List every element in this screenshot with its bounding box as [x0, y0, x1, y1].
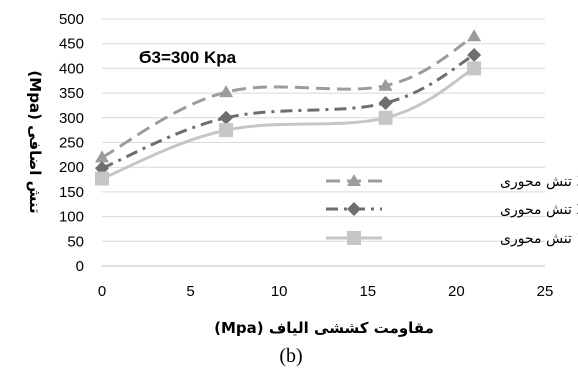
y-tick-label: 350 [59, 85, 84, 102]
data-point [378, 78, 393, 91]
series-3 [95, 61, 482, 186]
data-point [378, 110, 393, 125]
series-group [95, 29, 482, 186]
legend-item: 20% تنش محوری [326, 202, 578, 218]
tick-labels: 0 50 100 150 200 250 300 350 400 450 500 0 5 10 15 20 25 [59, 11, 553, 300]
x-tick-label: 0 [98, 283, 106, 300]
y-tick-label: 400 [59, 60, 84, 77]
data-point [467, 48, 482, 63]
legend-item: 30% تنش محوری [326, 174, 578, 190]
y-tick-label: 50 [67, 233, 84, 250]
data-point [467, 29, 482, 42]
gridlines [102, 18, 545, 242]
y-tick-label: 200 [59, 159, 84, 176]
y-tick-label: 150 [59, 184, 84, 201]
data-point [219, 123, 234, 138]
y-tick-label: 250 [59, 135, 84, 152]
legend-marker [347, 231, 361, 245]
y-tick-label: 300 [59, 110, 84, 127]
figure-caption: (b) [279, 345, 302, 367]
x-tick-label: 20 [448, 283, 465, 300]
sigma3-annotation: Ϭ3=300 Kpa [139, 48, 237, 67]
x-tick-label: 5 [186, 283, 194, 300]
series-line [101, 53, 475, 170]
data-point [95, 171, 109, 186]
x-tick-label: 10 [271, 283, 288, 300]
y-tick-label: 450 [59, 36, 84, 53]
legend-item: 10% تنش محوری [326, 231, 578, 247]
y-tick-label: 0 [76, 258, 84, 275]
legend-marker [347, 174, 361, 186]
x-tick-label: 15 [359, 283, 376, 300]
y-tick-label: 100 [59, 209, 84, 226]
x-axis-title: مقاومت کششی الیاف (Mpa) [214, 319, 434, 337]
x-tick-label: 25 [537, 283, 554, 300]
legend-label: 10% تنش محوری [500, 231, 578, 247]
legend-label: 20% تنش محوری [500, 202, 578, 218]
y-tick-label: 500 [59, 11, 84, 28]
data-point [467, 61, 482, 76]
legend-marker [347, 202, 361, 216]
data-point [219, 110, 234, 125]
y-axis-title: تنش اضافی (Mpa) [26, 70, 44, 213]
legend: 30% تنش محوری 20% تنش محوری 10% تنش محوری [326, 174, 578, 247]
series-1 [95, 29, 482, 163]
data-point [95, 150, 109, 163]
series-line [101, 34, 475, 159]
data-point [219, 85, 234, 98]
data-point [378, 95, 393, 110]
series-line [101, 67, 475, 180]
legend-label: 30% تنش محوری [500, 174, 578, 190]
